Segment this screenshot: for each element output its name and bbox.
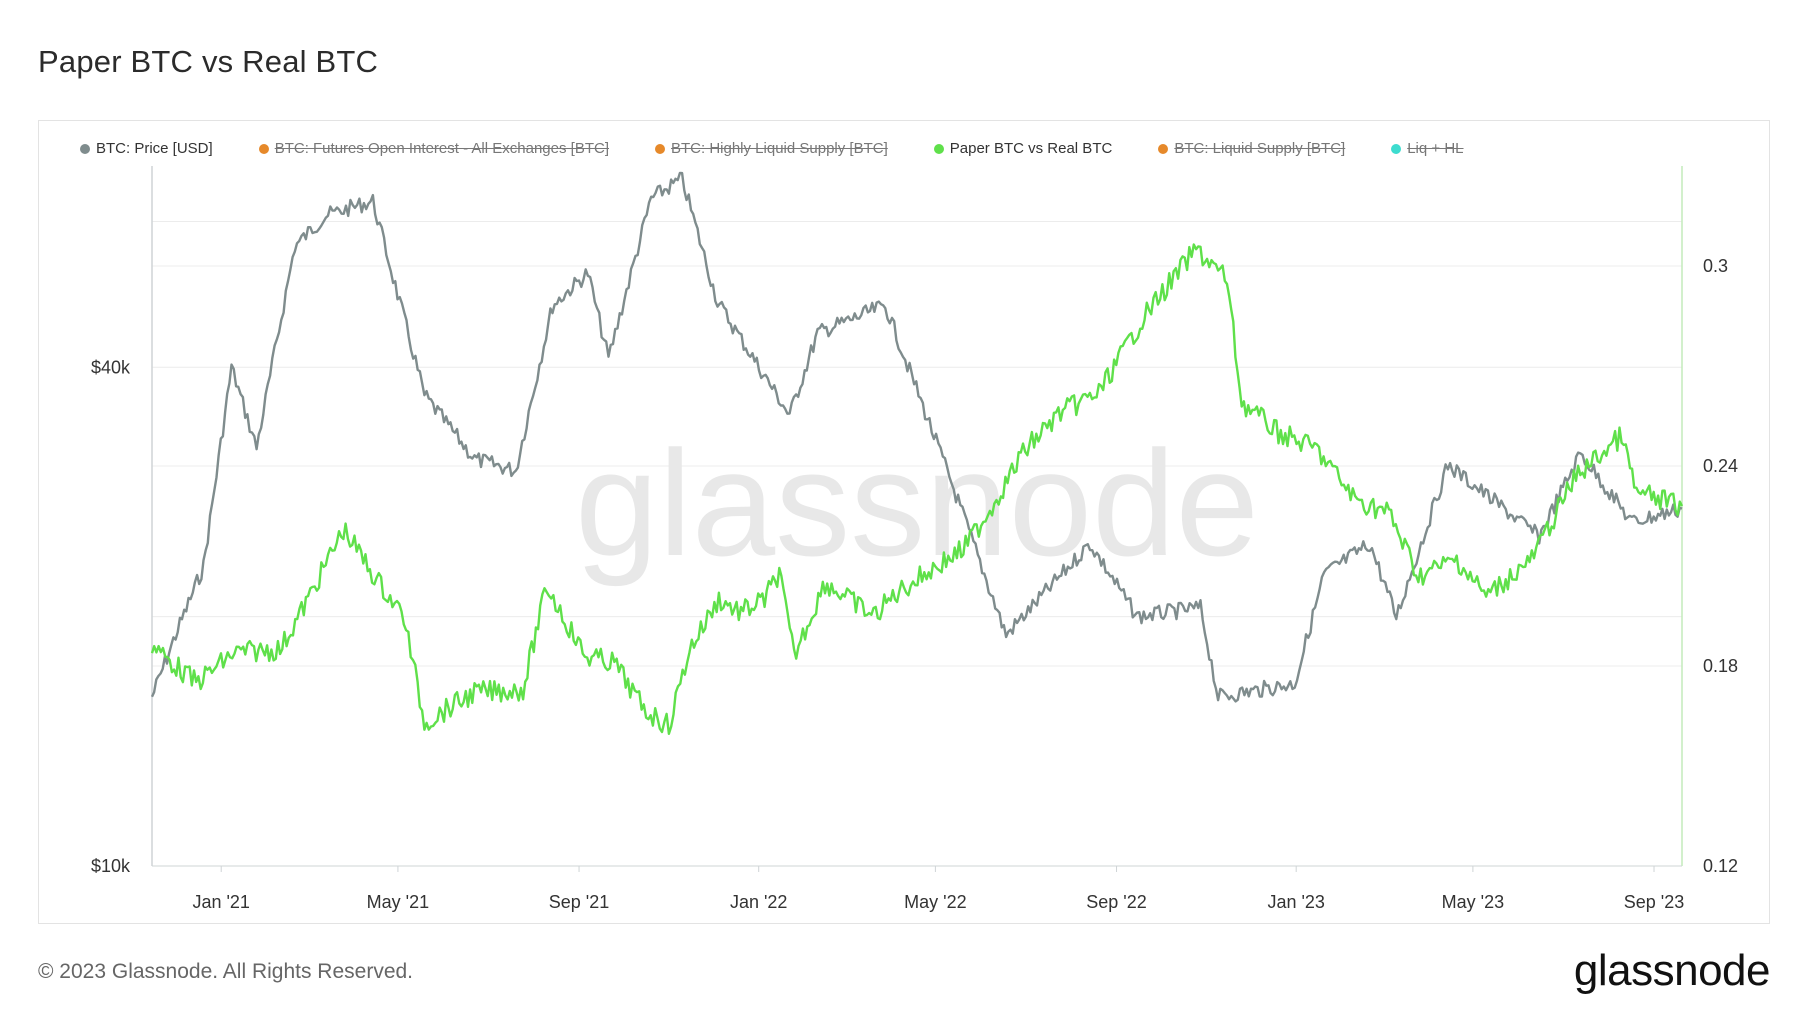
watermark-text: glassnode (575, 419, 1259, 587)
x-tick-label: Jan '23 (1267, 892, 1324, 912)
y-right-tick-label: 0.3 (1703, 256, 1728, 276)
y-left-tick-label: $10k (91, 856, 131, 876)
copyright-text: © 2023 Glassnode. All Rights Reserved. (38, 960, 414, 983)
legend-label: BTC: Futures Open Interest - All Exchang… (274, 140, 609, 157)
y-left-tick-label: $40k (91, 357, 131, 377)
legend-item[interactable]: BTC: Liquid Supply [BTC] (1158, 140, 1345, 157)
legend-item[interactable]: Paper BTC vs Real BTC (933, 140, 1113, 157)
legend-item[interactable]: BTC: Highly Liquid Supply [BTC] (655, 140, 888, 157)
x-tick-label: Sep '23 (1624, 892, 1685, 912)
legend-dot-icon (1158, 143, 1169, 154)
x-tick-label: Jan '21 (192, 892, 249, 912)
btc-price-series-line (150, 171, 1683, 703)
legend-dot-icon (80, 143, 90, 154)
chart-title: Paper BTC vs Real BTC (38, 44, 379, 79)
legend-item[interactable]: BTC: Futures Open Interest - All Exchang… (258, 140, 609, 157)
legend-item[interactable]: Liq + HL (1391, 140, 1464, 157)
paper-vs-real-series-line (150, 243, 1684, 735)
x-tick-label: Jan '22 (730, 892, 787, 912)
y-right-tick-label: 0.12 (1703, 856, 1738, 876)
legend-label: Liq + HL (1407, 140, 1464, 157)
glassnode-logo: glassnode (1573, 946, 1771, 995)
x-tick-label: Sep '22 (1086, 892, 1147, 912)
y-right-tick-label: 0.18 (1703, 656, 1738, 676)
legend-label: BTC: Price [USD] (96, 140, 213, 157)
chart-frame (38, 120, 1770, 924)
legend-dot-icon (933, 143, 944, 154)
legend-dot-icon (655, 143, 665, 154)
legend-dot-icon (258, 143, 269, 154)
legend-dot-icon (1391, 143, 1402, 154)
legend-item[interactable]: BTC: Price [USD] (80, 140, 213, 157)
legend-label: BTC: Liquid Supply [BTC] (1174, 140, 1346, 157)
y-right-tick-label: 0.24 (1703, 456, 1738, 476)
legend-label: BTC: Highly Liquid Supply [BTC] (671, 140, 888, 157)
x-tick-label: May '21 (367, 892, 429, 912)
legend-label: Paper BTC vs Real BTC (949, 140, 1113, 157)
x-tick-label: Sep '21 (549, 892, 610, 912)
x-tick-label: May '23 (1442, 892, 1504, 912)
x-tick-label: May '22 (904, 892, 966, 912)
chart-legend: BTC: Price [USD] BTC: Futures Open Intere… (80, 140, 1510, 157)
